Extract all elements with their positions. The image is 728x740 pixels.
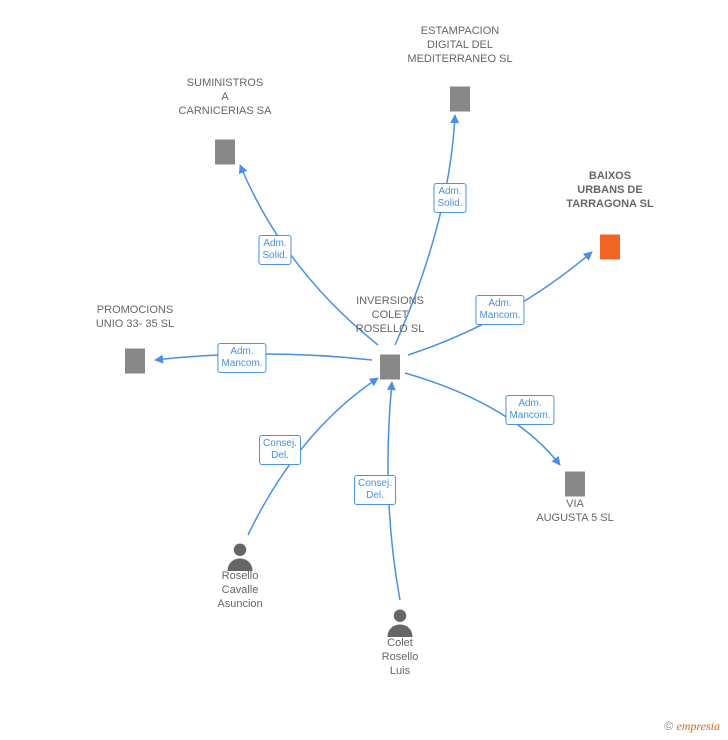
node-icon-wrap <box>210 137 240 172</box>
edge-label-line: Solid. <box>437 198 462 210</box>
node-label-line: Colet <box>382 637 419 651</box>
node-label: RoselloCavalleAsuncion <box>217 570 262 611</box>
node-label-line: MEDITERRANEO SL <box>407 53 512 67</box>
node-icon-wrap <box>595 232 625 267</box>
building-icon <box>560 469 590 499</box>
node-label-line: AUGUSTA 5 SL <box>536 512 613 526</box>
building-icon <box>595 232 625 262</box>
node-icon-wrap <box>445 84 475 119</box>
edge-label-line: Consej. <box>263 438 297 450</box>
node-label: ColetRoselloLuis <box>382 637 419 678</box>
node-icon-wrap <box>120 346 150 381</box>
edge-label: Consej.Del. <box>259 435 301 465</box>
node-company[interactable] <box>120 342 150 381</box>
node-company[interactable] <box>445 80 475 119</box>
node-label-line: Luis <box>382 665 419 679</box>
edge-label-line: Adm. <box>221 346 262 358</box>
node-label-line: INVERSIONS <box>356 295 424 309</box>
node-label-line: COLET <box>356 309 424 323</box>
person-icon <box>225 541 255 571</box>
node-label-line: SUMINISTROS <box>179 77 272 91</box>
edges-layer <box>0 0 728 740</box>
node-label-group: ESTAMPACIONDIGITAL DELMEDITERRANEO SL <box>407 25 512 66</box>
edge-label: Adm.Solid. <box>258 235 291 265</box>
edge-label-line: Del. <box>263 450 297 462</box>
node-label-line: UNIO 33- 35 SL <box>96 318 174 332</box>
node-label-group: PROMOCIONSUNIO 33- 35 SL <box>96 304 174 332</box>
node-label-line: BAIXOS <box>566 170 653 184</box>
edge-label: Adm.Mancom. <box>217 343 266 373</box>
node-company[interactable] <box>210 133 240 172</box>
node-label-line: ESTAMPACION <box>407 25 512 39</box>
edge-label-line: Consej. <box>358 478 392 490</box>
node-label-group: INVERSIONSCOLETROSELLO SL <box>356 295 424 336</box>
edge-label: Consej.Del. <box>354 475 396 505</box>
node-label-line: PROMOCIONS <box>96 304 174 318</box>
edge-label: Adm.Mancom. <box>505 395 554 425</box>
edge-label-line: Adm. <box>479 298 520 310</box>
credit-symbol: © <box>664 719 676 733</box>
edge-label-line: Adm. <box>262 238 287 250</box>
node-label-line: Rosello <box>217 570 262 584</box>
node-company[interactable] <box>375 348 405 387</box>
node-label: PROMOCIONSUNIO 33- 35 SL <box>96 304 174 332</box>
node-label-line: CARNICERIAS SA <box>179 105 272 119</box>
node-label-line: A <box>179 91 272 105</box>
edge-label-line: Mancom. <box>479 310 520 322</box>
node-label-group: SUMINISTROSACARNICERIAS SA <box>179 77 272 118</box>
edge-label: Adm.Solid. <box>433 183 466 213</box>
node-label-line: Asuncion <box>217 598 262 612</box>
node-label-line: Cavalle <box>217 584 262 598</box>
credit: © empresia <box>664 719 720 734</box>
edge-label-line: Solid. <box>262 250 287 262</box>
node-icon-wrap <box>375 352 405 387</box>
building-icon <box>375 352 405 382</box>
node-company[interactable] <box>595 228 625 267</box>
building-icon <box>445 84 475 114</box>
edge-label: Adm.Mancom. <box>475 295 524 325</box>
node-label-line: URBANS DE <box>566 184 653 198</box>
edge-label-line: Del. <box>358 490 392 502</box>
edge-label-line: Mancom. <box>221 358 262 370</box>
node-label-line: ROSELLO SL <box>356 323 424 337</box>
building-icon <box>120 346 150 376</box>
node-label: INVERSIONSCOLETROSELLO SL <box>356 295 424 336</box>
node-label-line: DIGITAL DEL <box>407 39 512 53</box>
node-label: SUMINISTROSACARNICERIAS SA <box>179 77 272 118</box>
node-label-line: Rosello <box>382 651 419 665</box>
edge-label-line: Mancom. <box>509 410 550 422</box>
network-diagram: Adm.Solid.Adm.Solid.Adm.Mancom.Adm.Manco… <box>0 0 728 740</box>
edge-label-line: Adm. <box>509 398 550 410</box>
node-label: BAIXOSURBANS DETARRAGONA SL <box>566 170 653 211</box>
credit-brand: empresia <box>676 719 720 733</box>
node-label-group: BAIXOSURBANS DETARRAGONA SL <box>566 170 653 211</box>
edge-label-line: Adm. <box>437 186 462 198</box>
node-label-group: VIAAUGUSTA 5 SL <box>536 498 613 526</box>
person-icon <box>385 607 415 637</box>
building-icon <box>210 137 240 167</box>
node-label-line: VIA <box>536 498 613 512</box>
node-label: VIAAUGUSTA 5 SL <box>536 498 613 526</box>
node-label-group: RoselloCavalleAsuncion <box>217 570 262 611</box>
node-label-group: ColetRoselloLuis <box>382 637 419 678</box>
node-label-line: TARRAGONA SL <box>566 198 653 212</box>
node-label: ESTAMPACIONDIGITAL DELMEDITERRANEO SL <box>407 25 512 66</box>
